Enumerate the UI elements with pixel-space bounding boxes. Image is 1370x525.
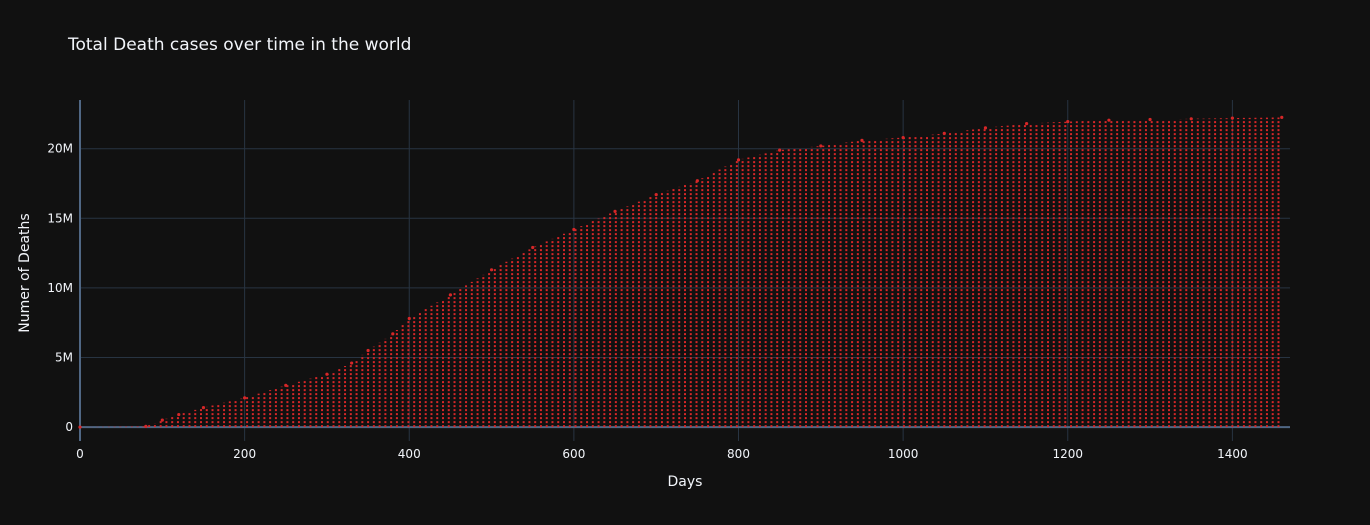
x-axis-title: Days xyxy=(668,474,703,490)
data-point xyxy=(407,316,411,321)
x-tick-label: 1400 xyxy=(1217,447,1248,461)
y-tick-label: 15M xyxy=(47,211,73,225)
data-point xyxy=(325,372,329,376)
data-point xyxy=(448,293,453,297)
data-point xyxy=(1107,118,1111,122)
data-point xyxy=(819,144,823,148)
data-point xyxy=(391,332,395,336)
data-point xyxy=(736,158,741,162)
y-axis-title: Numer of Deaths xyxy=(17,213,33,332)
x-tick-label: 0 xyxy=(76,447,84,461)
plot-area xyxy=(78,115,1284,429)
data-point xyxy=(654,193,658,197)
chart-title: Total Death cases over time in the world xyxy=(67,35,411,55)
data-point xyxy=(489,268,494,272)
data-point xyxy=(201,405,206,410)
series-death-cases xyxy=(78,115,1284,429)
data-point xyxy=(860,138,864,142)
data-point xyxy=(613,209,617,213)
x-tick-label: 600 xyxy=(562,447,585,461)
data-point xyxy=(284,383,288,387)
data-point xyxy=(350,361,354,365)
data-point xyxy=(243,396,247,400)
data-point xyxy=(695,179,699,183)
data-point xyxy=(1066,119,1070,124)
y-tick-label: 0 xyxy=(65,420,73,434)
data-point xyxy=(531,245,535,250)
y-tick-label: 10M xyxy=(47,281,73,295)
x-tick-label: 1200 xyxy=(1052,447,1083,461)
data-point xyxy=(1148,117,1152,122)
data-point xyxy=(983,126,988,130)
x-tick-label: 1000 xyxy=(888,447,919,461)
data-point xyxy=(366,348,370,353)
x-tick-label: 400 xyxy=(398,447,421,461)
x-tick-label: 800 xyxy=(727,447,750,461)
data-point xyxy=(1189,117,1193,121)
data-point xyxy=(160,418,164,422)
y-tick-label: 20M xyxy=(47,142,73,156)
data-point xyxy=(144,424,148,428)
data-point xyxy=(572,227,576,232)
data-point xyxy=(78,425,82,429)
x-tick-label: 200 xyxy=(233,447,256,461)
data-point xyxy=(1280,115,1284,119)
data-point xyxy=(1230,116,1234,120)
data-point xyxy=(177,412,181,417)
y-tick-label: 5M xyxy=(55,350,73,364)
data-point xyxy=(778,148,782,152)
data-point xyxy=(1024,122,1029,126)
data-point xyxy=(942,131,946,136)
data-point xyxy=(901,135,905,140)
tick-labels: 0 200 400 600 800 1000 1200 1400 0 5M 10M 15M 20M xyxy=(47,142,1247,461)
